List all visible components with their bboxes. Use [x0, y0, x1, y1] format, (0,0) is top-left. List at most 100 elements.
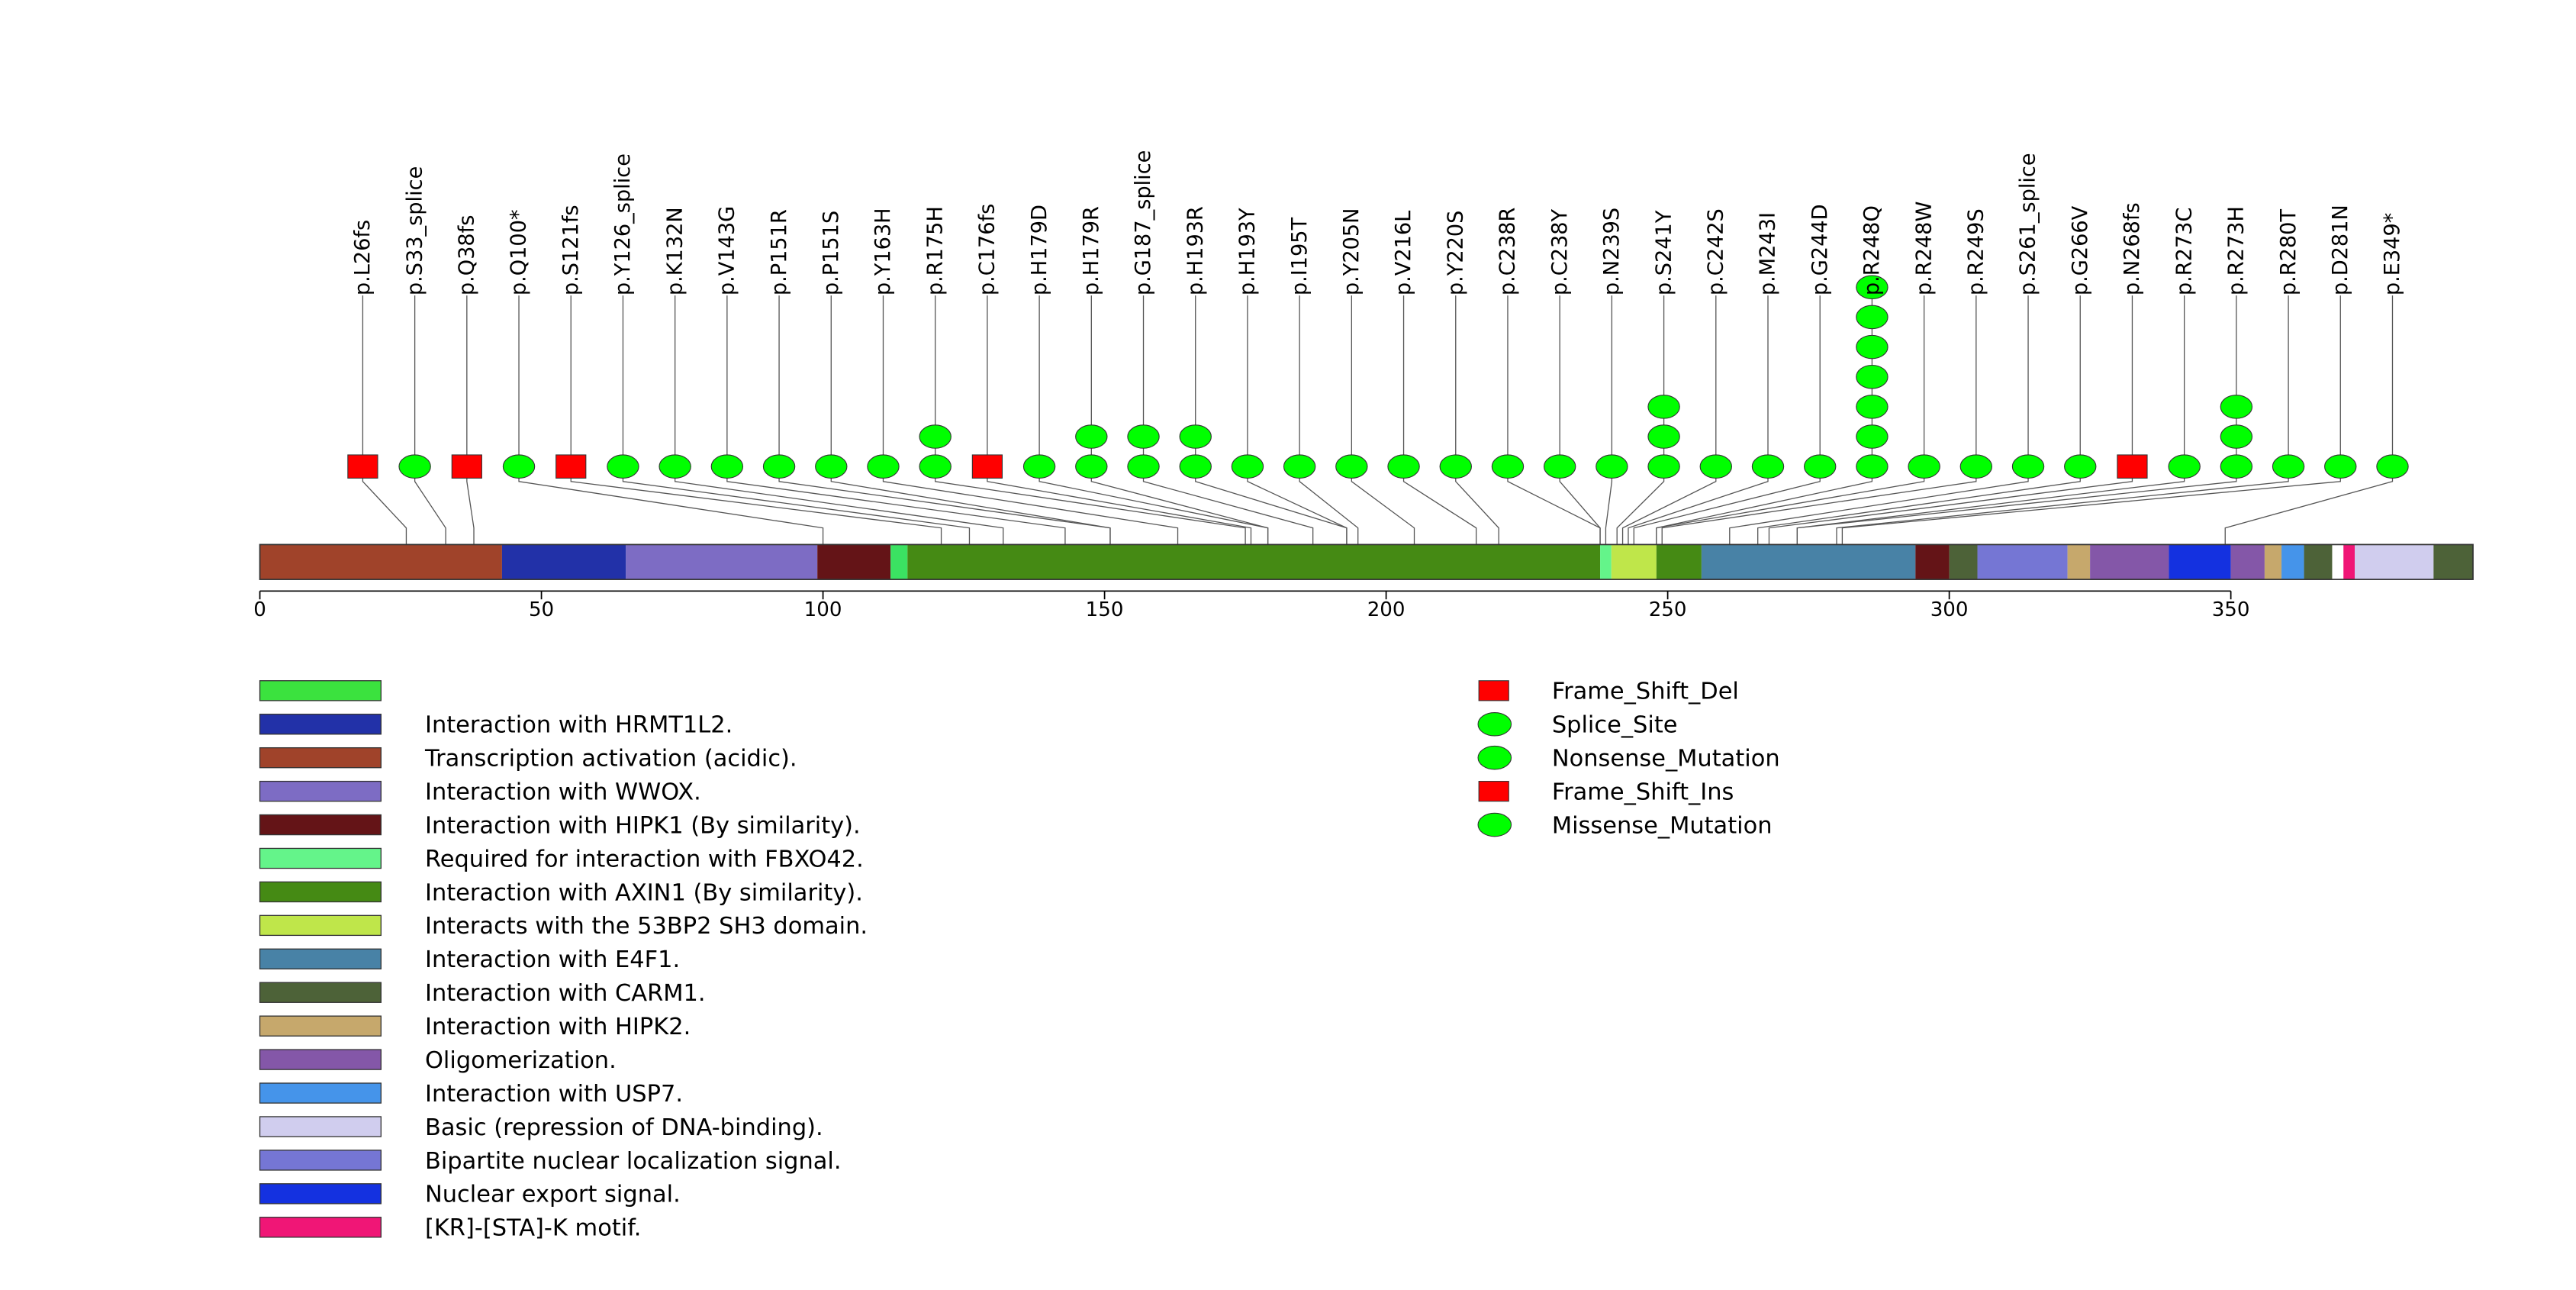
domain-segment — [259, 544, 502, 580]
domain-segment — [626, 544, 818, 580]
legend-mutation-label: Frame_Shift_Del — [1552, 679, 1739, 705]
mutation-label: p.C238Y — [1548, 208, 1572, 295]
mutation-label: p.Y205N — [1340, 208, 1364, 295]
mutation-stem — [1656, 295, 1873, 545]
frameshift-marker — [451, 454, 482, 479]
mutation-stem — [1507, 295, 1601, 545]
mutation-marker — [815, 454, 848, 479]
legend-swatch — [259, 1217, 382, 1238]
mutation-stem — [1628, 295, 1769, 545]
mutation-stem — [2224, 295, 2394, 545]
mutation-marker — [1647, 395, 1680, 419]
mutation-stem — [1621, 295, 1717, 545]
mutation-label: p.R175H — [923, 206, 947, 295]
mutation-label: p.M243I — [1757, 212, 1780, 295]
domain-segment — [2354, 544, 2434, 580]
mutation-marker — [1647, 454, 1680, 479]
mutation-stem — [1605, 295, 1613, 545]
mutation-marker — [1751, 454, 1785, 479]
mutation-label: p.C238R — [1496, 207, 1520, 295]
mutation-stem — [987, 295, 1252, 545]
domain-segment — [2304, 544, 2333, 580]
domain-segment — [2169, 544, 2231, 580]
domain-segment — [2264, 544, 2282, 580]
mutation-stem — [1559, 295, 1601, 545]
legend-label: Bipartite nuclear localization signal. — [425, 1148, 842, 1175]
mutation-stem — [882, 295, 1179, 545]
mutation-marker — [1596, 454, 1628, 479]
legend-label: Interaction with HRMT1L2. — [425, 712, 733, 739]
legend-label: Nuclear export signal. — [425, 1182, 681, 1208]
mutation-marker — [1856, 454, 1889, 479]
mutation-marker — [1959, 454, 1993, 479]
legend-swatch — [259, 714, 382, 735]
mutation-marker — [607, 454, 639, 479]
mutation-label: p.H179D — [1028, 205, 1051, 295]
mutation-marker — [1075, 454, 1108, 479]
mutation-marker — [867, 454, 900, 479]
mutation-marker — [2220, 395, 2253, 419]
domain-segment — [890, 544, 908, 580]
x-axis-tick-label: 50 — [529, 598, 554, 621]
legend-mutation-label: Nonsense_Mutation — [1552, 746, 1780, 772]
legend-swatch — [259, 747, 382, 769]
mutation-label: p.Q100* — [507, 209, 531, 295]
mutation-label: p.H193R — [1183, 206, 1207, 295]
mutation-marker — [1856, 275, 1889, 300]
mutation-marker — [2376, 454, 2409, 479]
domain-segment — [2090, 544, 2169, 580]
x-axis: 0 50 100 150 200 250 300 350 — [253, 590, 2250, 621]
mutation-stem — [935, 295, 1246, 545]
mutation-stem — [1757, 295, 2081, 545]
mutation-stem — [1038, 295, 1269, 545]
mutation-marker — [658, 454, 691, 479]
x-axis-tick-label: 250 — [1649, 598, 1687, 621]
mutation-stem — [1661, 295, 1977, 545]
domain-segment — [2332, 544, 2344, 580]
mutation-stem — [1299, 295, 1359, 545]
legend-label: Interacts with the 53BP2 SH3 domain. — [425, 913, 868, 940]
legend-mutation-label: Frame_Shift_Ins — [1552, 779, 1734, 805]
mutation-marker — [2324, 454, 2357, 479]
domain-segment — [817, 544, 891, 580]
legend-mutation-label: Splice_Site — [1552, 712, 1678, 739]
mutation-marker — [1179, 424, 1212, 449]
legend-label: Interaction with CARM1. — [425, 980, 706, 1007]
legend-swatch — [259, 680, 382, 701]
mutation-stem — [1195, 295, 1348, 545]
mutation-label: p.S121fs — [559, 205, 583, 295]
mutation-label: p.E349* — [2381, 213, 2404, 296]
mutation-marker — [1283, 454, 1316, 479]
legend-label: Required for interaction with FBXO42. — [425, 846, 864, 872]
mutation-stem — [1656, 295, 1925, 545]
mutation-stem — [1633, 295, 1821, 545]
mutation-marker — [1804, 454, 1837, 479]
mutation-label: p.C176fs — [976, 204, 1000, 295]
x-axis-tick-label: 100 — [804, 598, 842, 621]
mutation-marker — [919, 424, 952, 449]
domain-segment — [501, 544, 626, 580]
frameshift-marker — [971, 454, 1003, 479]
legend-label: Interaction with AXIN1 (By similarity). — [425, 879, 863, 906]
legend-swatch — [259, 881, 382, 903]
legend-swatch — [259, 914, 382, 937]
mutation-label: p.D281N — [2329, 205, 2352, 295]
mutation-label: p.H193Y — [1236, 208, 1260, 295]
mutation-stem — [1090, 295, 1269, 545]
legend-label: Interaction with HIPK1 (By similarity). — [425, 812, 861, 839]
mutation-label: p.R273C — [2172, 208, 2196, 296]
mutation-label: p.S241Y — [1652, 210, 1676, 295]
frameshift-marker — [555, 454, 587, 479]
mutation-label: p.K132N — [663, 207, 687, 295]
mutation-label: p.G244D — [1808, 204, 1832, 295]
mutation-stem — [726, 295, 1066, 545]
legend-ellipse-symbol — [1477, 711, 1512, 737]
mutation-label: p.R248Q — [1860, 205, 1884, 295]
legend-swatch — [259, 1116, 382, 1137]
mutation-label: p.G266V — [2069, 205, 2092, 295]
mutation-label: p.G187_splice — [1132, 150, 1155, 296]
mutation-marker — [1543, 454, 1576, 479]
legend-label: Oligomerization. — [425, 1047, 617, 1074]
mutation-stem — [1729, 295, 2029, 545]
